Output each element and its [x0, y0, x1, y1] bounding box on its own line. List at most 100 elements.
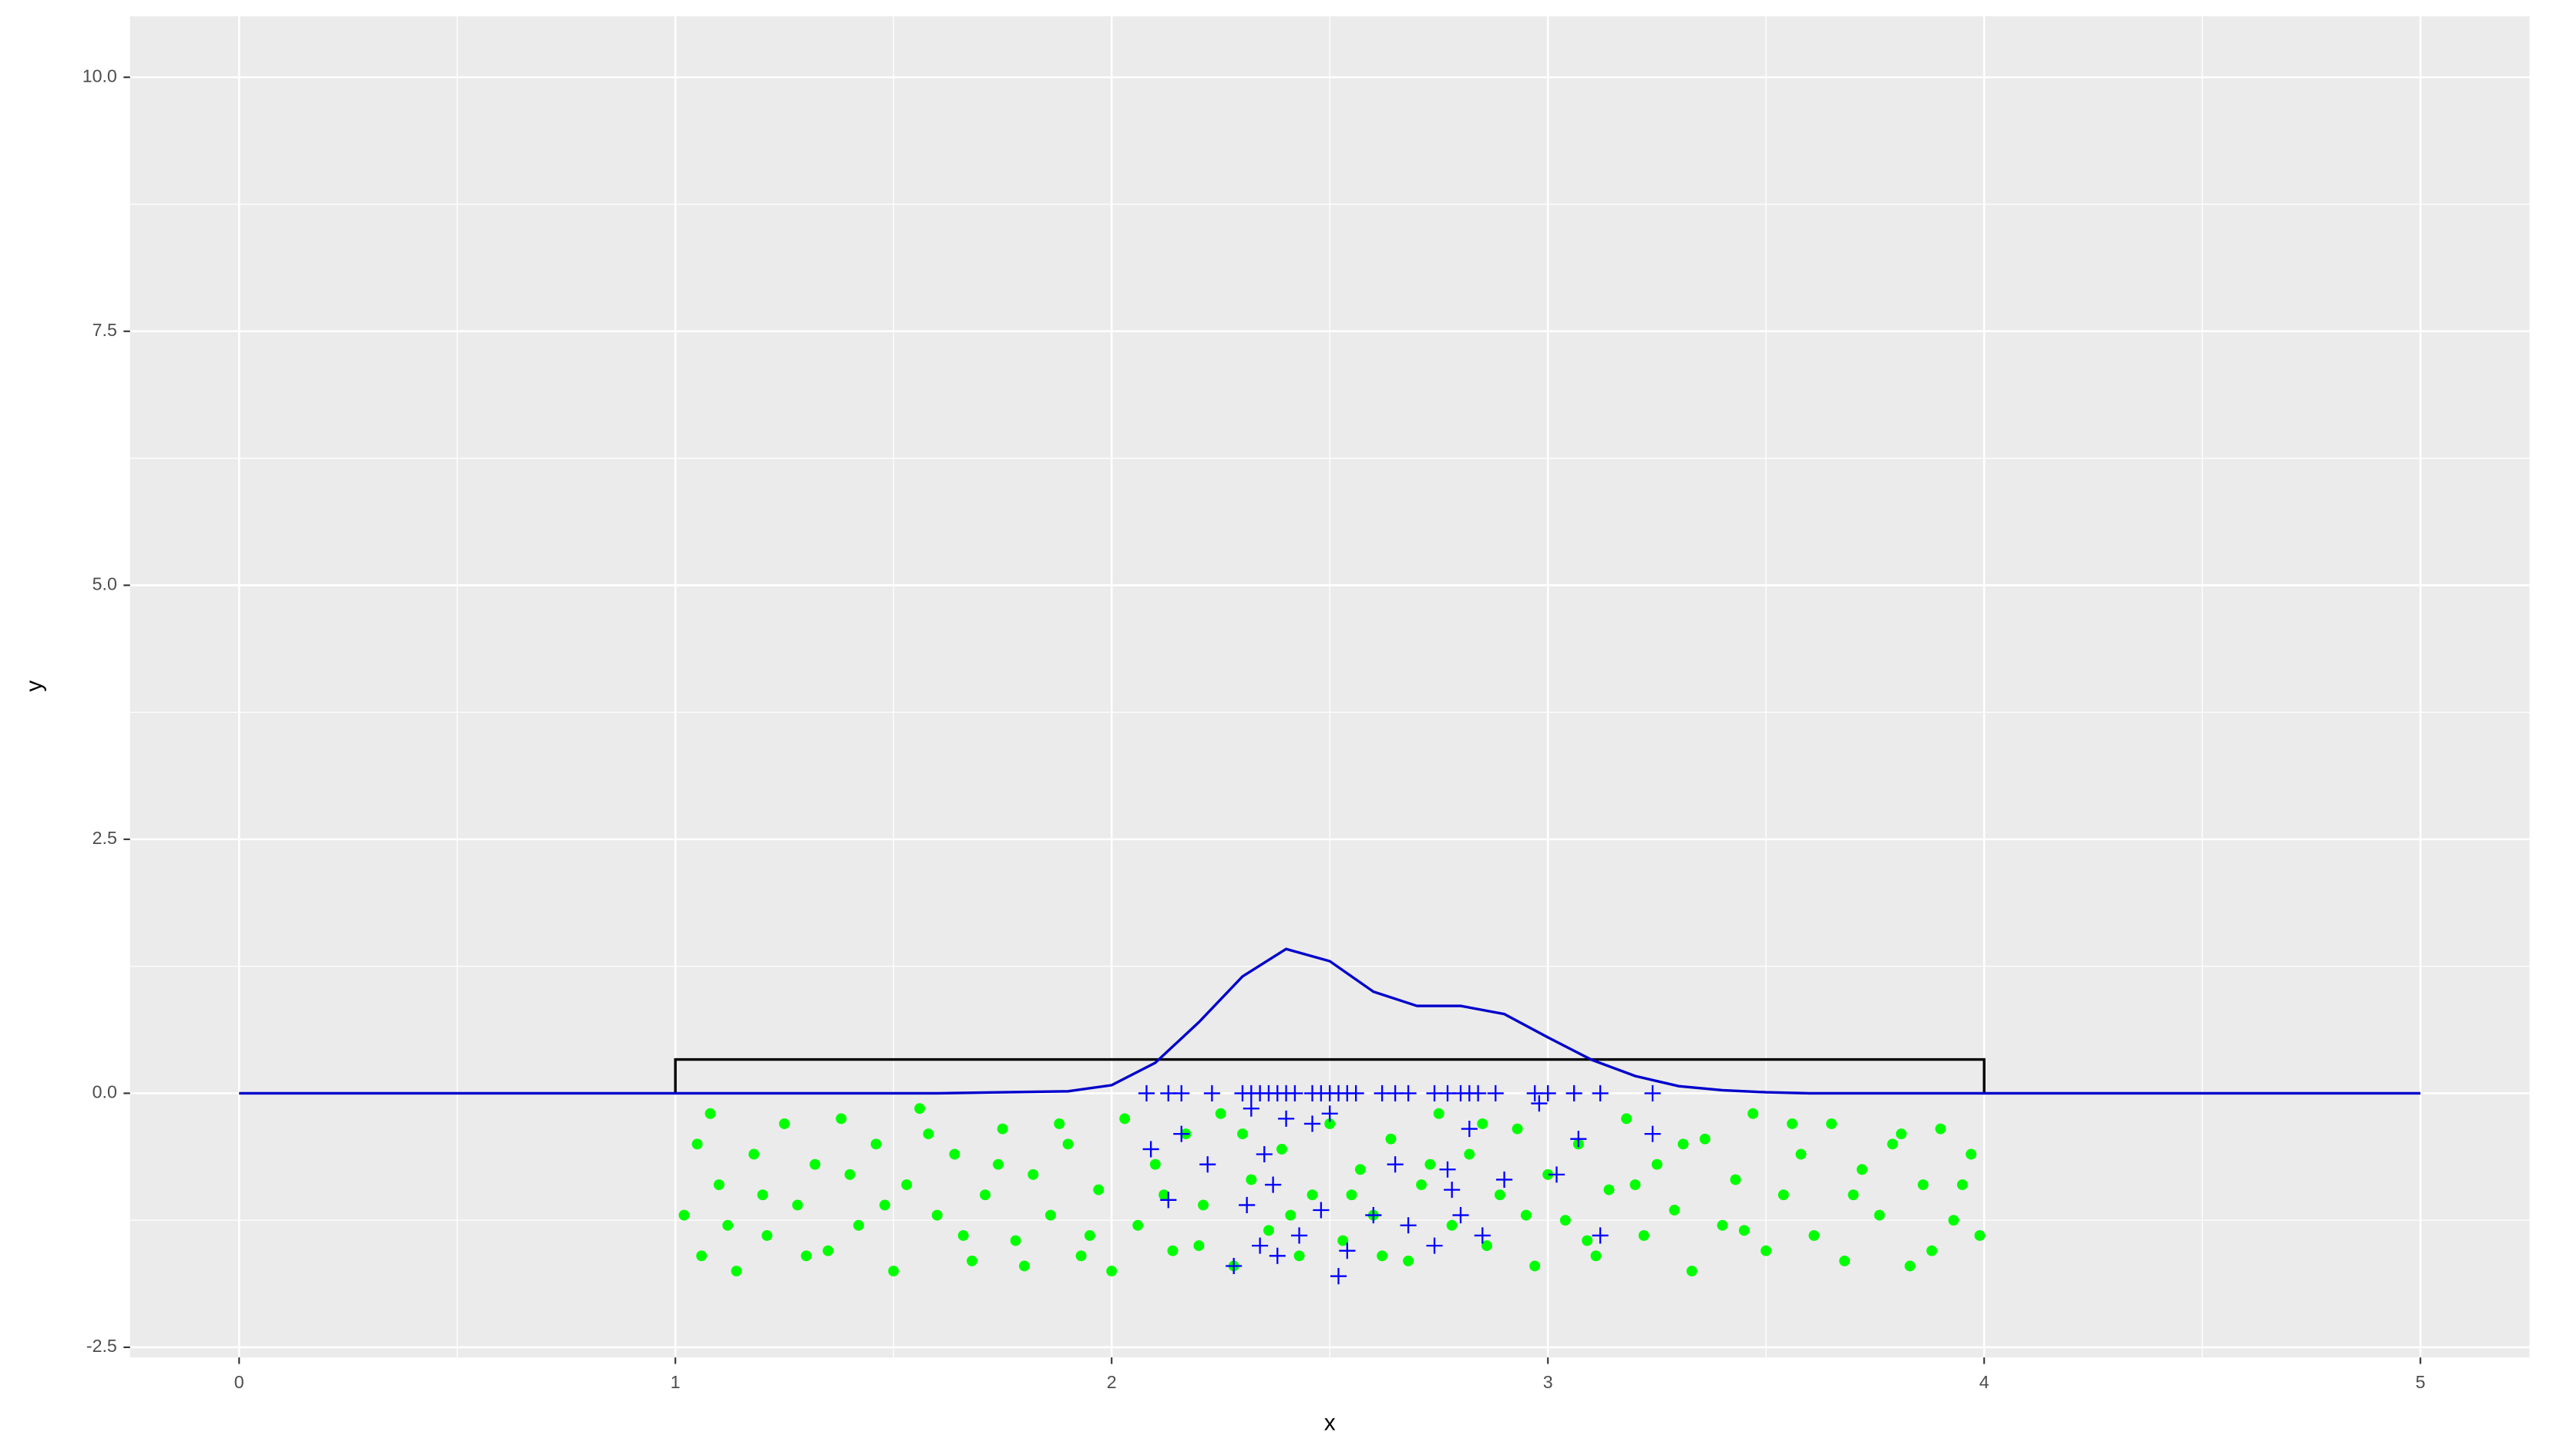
point — [1494, 1189, 1505, 1201]
point — [801, 1250, 812, 1262]
point — [1839, 1255, 1851, 1266]
point — [1193, 1240, 1205, 1252]
point — [1337, 1235, 1349, 1246]
plus-point — [1203, 1084, 1220, 1101]
point — [879, 1199, 890, 1211]
line — [674, 1058, 1986, 1094]
plus-point — [1539, 1084, 1556, 1101]
point — [1777, 1189, 1789, 1201]
point — [1215, 1108, 1226, 1119]
point — [1324, 1118, 1336, 1129]
point — [1198, 1199, 1209, 1211]
point — [1669, 1205, 1680, 1216]
plus-point — [1470, 1084, 1487, 1101]
point — [1621, 1113, 1633, 1125]
point — [748, 1148, 760, 1160]
point — [1263, 1225, 1274, 1236]
point — [1385, 1133, 1397, 1145]
point — [1285, 1209, 1296, 1221]
point — [1808, 1229, 1820, 1241]
y-tick-label: 10.0 — [82, 66, 117, 86]
point — [1119, 1113, 1131, 1125]
point — [1935, 1123, 1946, 1135]
point — [1974, 1229, 1986, 1241]
plus-point — [1444, 1182, 1461, 1199]
plus-point — [1592, 1084, 1609, 1101]
plus-point — [1265, 1176, 1282, 1193]
plus-point — [1330, 1268, 1347, 1285]
point — [1826, 1118, 1838, 1129]
point — [1747, 1108, 1759, 1119]
point — [1512, 1123, 1523, 1135]
plus-point — [1426, 1237, 1443, 1254]
plus-point — [1487, 1084, 1504, 1101]
plus-point — [1173, 1084, 1190, 1101]
point — [1603, 1184, 1615, 1195]
plus-point — [1452, 1207, 1469, 1224]
point — [901, 1179, 913, 1190]
y-tick-label: -2.5 — [86, 1336, 117, 1356]
point — [1590, 1250, 1602, 1262]
point — [1582, 1235, 1593, 1246]
point — [1559, 1215, 1571, 1226]
point — [1638, 1229, 1649, 1241]
point — [713, 1179, 725, 1190]
point — [1045, 1209, 1056, 1221]
point — [778, 1118, 790, 1129]
point — [1795, 1148, 1807, 1160]
point — [1377, 1250, 1388, 1262]
point — [1054, 1118, 1065, 1129]
point — [1416, 1179, 1428, 1190]
plus-point — [1138, 1084, 1155, 1101]
point — [914, 1103, 926, 1115]
point — [997, 1123, 1008, 1135]
point — [1246, 1174, 1257, 1185]
point — [1167, 1245, 1179, 1256]
point — [1730, 1174, 1741, 1185]
point — [1856, 1164, 1868, 1175]
plus-point — [1286, 1084, 1303, 1101]
point — [923, 1128, 934, 1140]
point — [1651, 1158, 1663, 1170]
point — [1149, 1158, 1161, 1170]
point — [1887, 1138, 1898, 1150]
x-axis-title: x — [1324, 1410, 1336, 1435]
plus-point — [1644, 1084, 1661, 1101]
point — [1956, 1179, 1968, 1190]
plus-point — [1269, 1247, 1286, 1264]
point — [1433, 1108, 1444, 1119]
plus-point — [1339, 1242, 1356, 1259]
point — [1686, 1266, 1697, 1277]
plus-point — [1548, 1166, 1565, 1183]
point — [822, 1245, 834, 1256]
plus-point — [1496, 1171, 1513, 1188]
point — [1062, 1138, 1074, 1150]
point — [1700, 1133, 1710, 1145]
x-tick-label: 2 — [1107, 1372, 1117, 1392]
plus-point — [1239, 1196, 1256, 1213]
point — [1629, 1179, 1641, 1190]
point — [1677, 1138, 1689, 1150]
plus-point — [1243, 1100, 1259, 1117]
y-tick-label: 5.0 — [92, 573, 117, 593]
point — [722, 1219, 734, 1231]
point — [792, 1199, 803, 1211]
plus-point — [1226, 1257, 1243, 1275]
point — [705, 1108, 716, 1119]
point — [1542, 1168, 1554, 1180]
point — [1084, 1229, 1095, 1241]
point — [1738, 1225, 1750, 1236]
point — [980, 1189, 991, 1201]
plus-point — [1304, 1115, 1321, 1132]
point — [1237, 1128, 1248, 1140]
plus-point — [1173, 1125, 1190, 1142]
point — [993, 1158, 1004, 1170]
x-tick-label: 5 — [2416, 1372, 2426, 1392]
point — [852, 1219, 864, 1231]
point — [1346, 1189, 1357, 1201]
plus-point — [1400, 1217, 1417, 1234]
plus-point — [1439, 1161, 1456, 1178]
point — [1520, 1209, 1532, 1221]
